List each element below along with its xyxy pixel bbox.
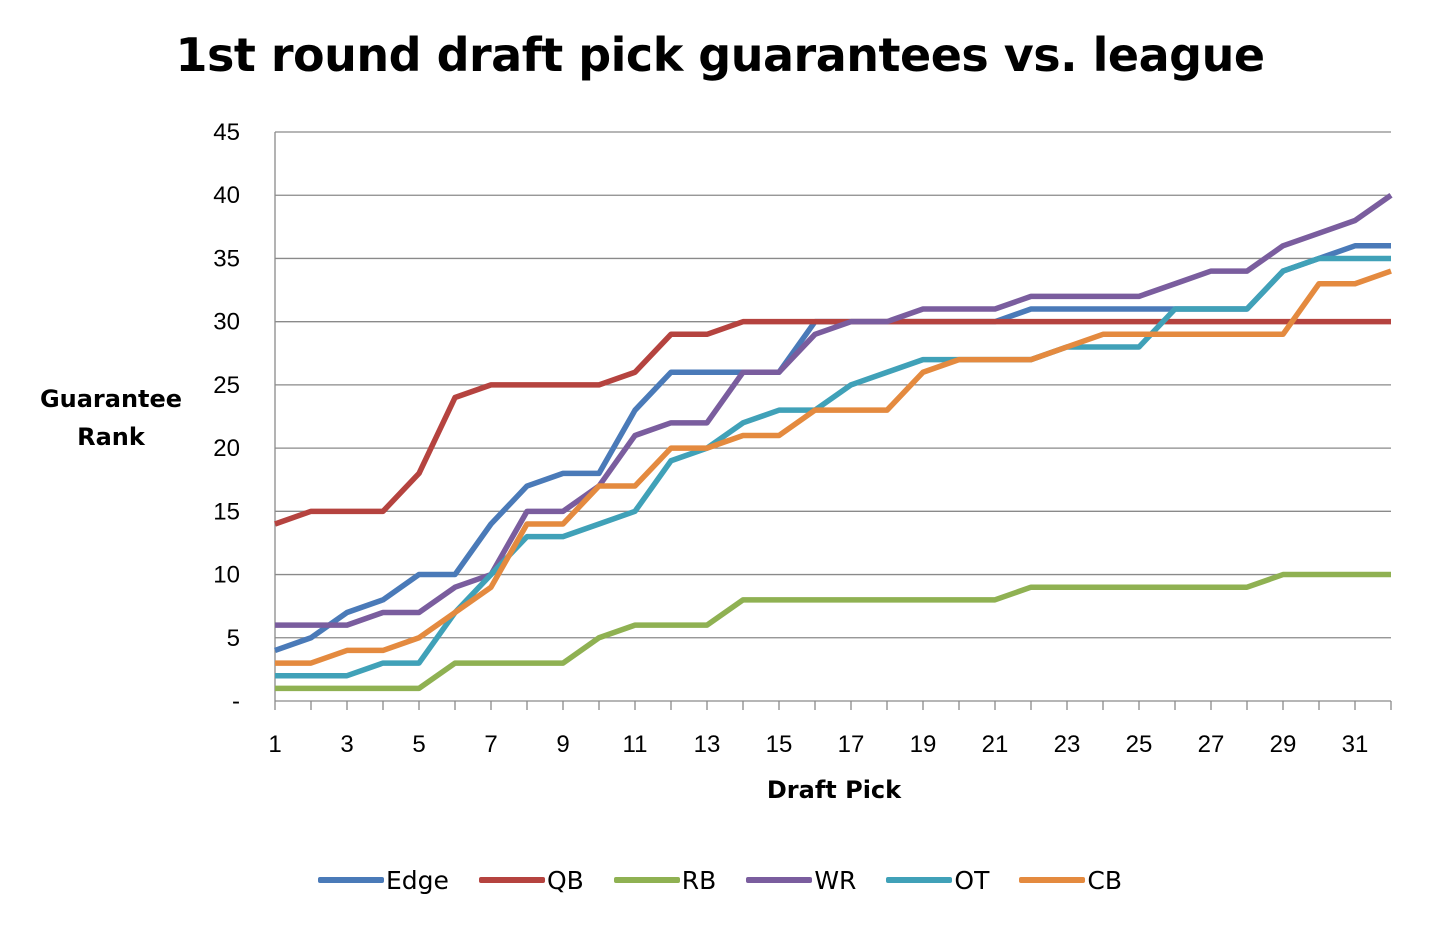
legend: Edge QB RB WR OT CB: [0, 860, 1440, 900]
x-tick-label: 31: [1342, 731, 1369, 758]
legend-swatch: [478, 877, 545, 883]
y-tick-label: 5: [227, 625, 240, 652]
x-tick-label: 25: [1126, 731, 1153, 758]
x-tick-label: 23: [1054, 731, 1081, 758]
series-line-wr: [275, 192, 1393, 628]
legend-label: WR: [814, 865, 857, 895]
legend-item-qb: QB: [478, 865, 584, 895]
legend-swatch: [886, 877, 953, 883]
y-tick-label: 40: [213, 182, 240, 209]
legend-label: OT: [954, 865, 990, 895]
x-tick-label: 13: [694, 731, 721, 758]
legend-swatch: [613, 877, 680, 883]
y-tick-label: 20: [213, 435, 240, 462]
series-line-qb: [274, 318, 1391, 527]
x-tick-label: 9: [556, 731, 569, 758]
gridlines: [275, 131, 1391, 639]
legend-item-wr: WR: [746, 866, 856, 895]
x-tick-label: 29: [1270, 731, 1297, 758]
series-lines: [274, 192, 1393, 692]
y-tick-label: 15: [213, 498, 240, 525]
y-tick-label: -: [232, 688, 240, 715]
y-tick-label: 35: [213, 245, 240, 272]
y-tick-label: 10: [213, 562, 240, 589]
legend-swatch: [1019, 877, 1086, 883]
y-tick-label: 45: [213, 119, 240, 146]
legend-item-edge: Edge: [318, 866, 449, 895]
series-line-cb: [275, 268, 1392, 666]
axes: [274, 132, 1392, 710]
legend-label: Edge: [386, 865, 449, 895]
x-tick-label: 5: [412, 731, 425, 758]
legend-item-ot: OT: [886, 866, 989, 895]
x-tick-label: 7: [484, 731, 497, 758]
series-line-rb: [275, 571, 1391, 692]
x-tick-label: 17: [838, 731, 865, 758]
legend-label: QB: [546, 865, 584, 895]
legend-item-cb: CB: [1019, 866, 1122, 895]
x-tick-label: 1: [268, 731, 281, 758]
legend-label: CB: [1087, 865, 1122, 895]
x-tick-label: 21: [982, 731, 1009, 758]
legend-swatch: [746, 877, 813, 883]
legend-label: RB: [681, 865, 717, 895]
y-tick-label: 30: [213, 309, 240, 336]
x-axis-label: Draft Pick: [766, 776, 902, 804]
legend-item-rb: RB: [613, 865, 717, 895]
y-tick-label: 25: [213, 372, 240, 399]
chart-title: 1st round draft pick guarantees vs. leag…: [175, 28, 1265, 82]
x-tick-label: 19: [910, 731, 937, 758]
legend-swatch: [318, 877, 385, 883]
y-axis-label: Guarantee Rank: [39, 385, 183, 451]
x-tick-label: 27: [1198, 731, 1225, 758]
x-tick-label: 15: [766, 731, 793, 758]
x-tick-label: 3: [340, 731, 353, 758]
x-tick-label: 11: [623, 731, 648, 758]
